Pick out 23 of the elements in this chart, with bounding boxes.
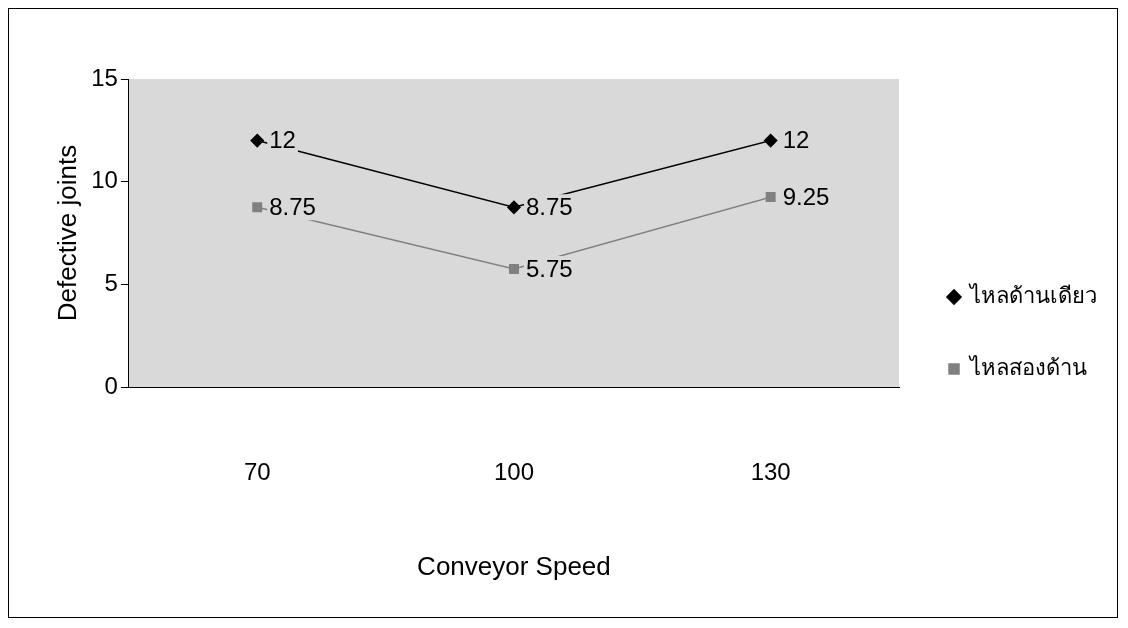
x-tick-label: 130: [750, 458, 791, 486]
y-tick-label: 15: [91, 63, 118, 91]
data-label: 8.75: [269, 192, 316, 220]
point: [507, 200, 521, 215]
data-label: 12: [269, 126, 296, 154]
legend-label: ไหลด้านเดียว: [968, 283, 1097, 309]
legend-label: ไหลสองด้าน: [968, 355, 1087, 381]
data-label: 12: [782, 126, 810, 154]
point: [765, 192, 776, 203]
point: [508, 263, 519, 274]
y-tick-label: 5: [104, 268, 118, 296]
data-label: 9.25: [782, 182, 830, 210]
data-label: 5.75: [525, 254, 573, 282]
y-tick-label: 10: [91, 166, 118, 194]
data-label: 8.75: [525, 192, 573, 220]
x-tick-label: 70: [243, 458, 271, 486]
y-tick-label: 0: [104, 371, 118, 399]
y-axis-title: Defective joints: [51, 144, 82, 322]
x-axis-title: Conveyor Speed: [417, 550, 611, 581]
point: [252, 202, 263, 213]
x-tick-label: 100: [493, 458, 534, 486]
point: [250, 133, 264, 148]
point: [763, 133, 778, 148]
